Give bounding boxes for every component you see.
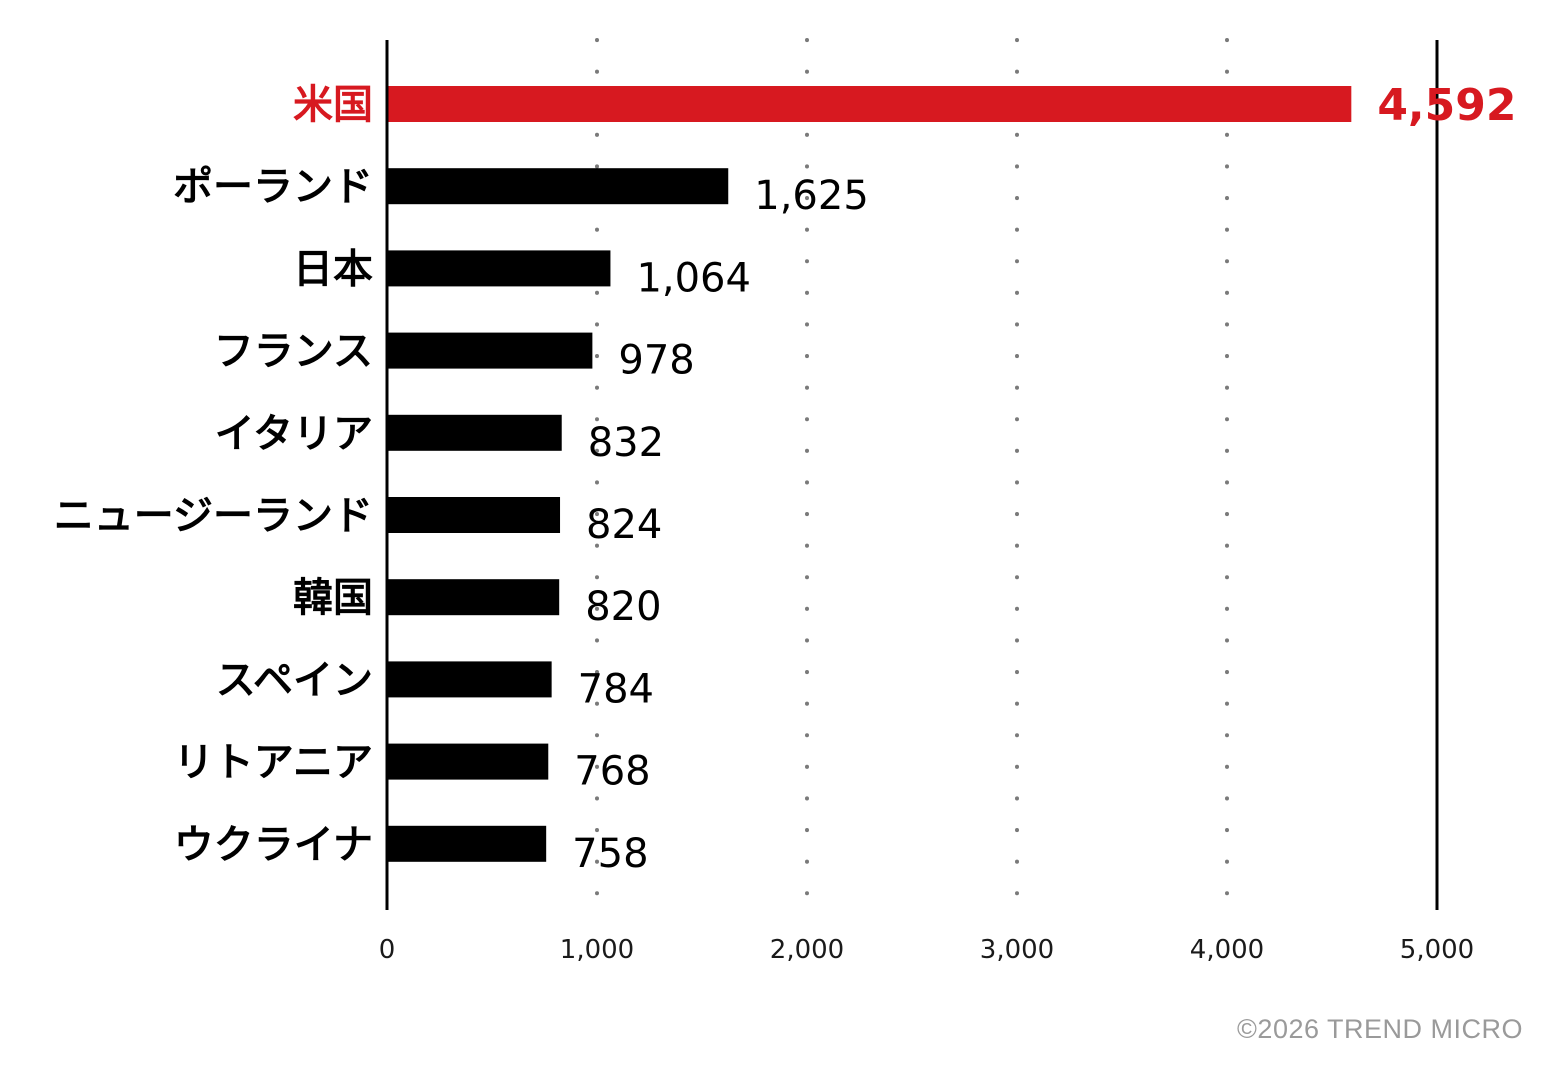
data-label: 1,064 [636,255,751,301]
x-tick-label: 5,000 [1400,935,1474,965]
category-label: ニュージーランド [54,493,373,539]
data-label: 820 [585,584,661,630]
copyright-text: ©2026 TREND MICRO [1237,1014,1523,1044]
bar [387,250,611,287]
bar [387,332,593,369]
category-label: スペイン [216,657,373,703]
x-tick-label: 3,000 [980,935,1054,965]
category-label: イタリア [215,411,373,457]
bar [387,497,561,533]
data-label: 978 [618,338,694,384]
data-label: 768 [574,749,650,795]
data-label: 758 [572,831,648,877]
data-label: 832 [588,420,664,466]
x-tick-label: 2,000 [770,935,844,965]
bar [387,661,552,698]
category-label: ポーランド [173,164,373,210]
bar [387,743,549,780]
bars [387,86,1352,862]
bar [387,414,562,451]
x-tick-label: 0 [379,935,396,965]
category-label: リトアニア [174,740,373,786]
x-tick-label: 1,000 [560,935,634,965]
bar [387,579,560,616]
labels: 0 1,000 2,000 3,000 4,000 5,000 米国 4,592 ポーランド 1,… [54,80,1517,965]
bar [387,168,729,205]
grid-lines [595,38,1229,912]
bar [387,86,1352,122]
axes [385,40,1439,910]
data-label: 4,592 [1377,80,1516,131]
data-label: 824 [586,502,662,548]
category-label: ウクライナ [174,822,373,868]
data-label: 784 [578,666,654,712]
bar [387,825,547,862]
data-label: 1,625 [754,173,869,219]
category-label: フランス [214,329,373,375]
category-label: 韓国 [293,575,373,621]
category-label: 日本 [293,246,373,292]
category-label: 米国 [293,82,373,128]
x-tick-label: 4,000 [1190,935,1264,965]
